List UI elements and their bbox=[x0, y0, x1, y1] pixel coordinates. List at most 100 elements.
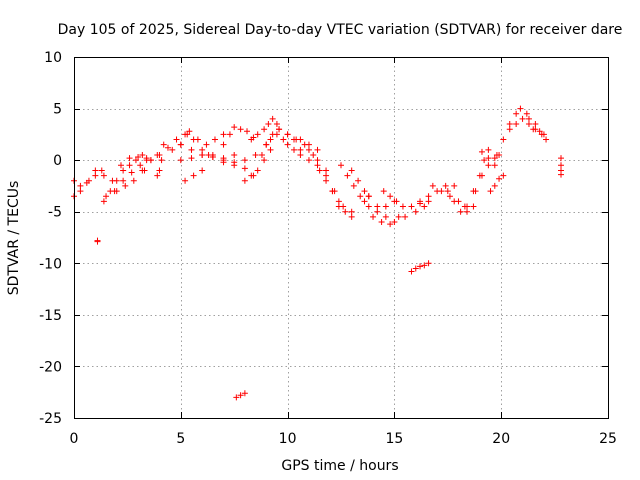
data-point bbox=[491, 182, 498, 189]
data-point bbox=[513, 121, 520, 128]
data-point bbox=[525, 115, 532, 122]
data-point bbox=[305, 141, 312, 148]
data-point bbox=[237, 126, 244, 133]
series-track-39 bbox=[506, 115, 539, 133]
data-point bbox=[323, 167, 330, 174]
data-point bbox=[513, 110, 520, 117]
data-point bbox=[496, 175, 503, 182]
data-point bbox=[241, 390, 248, 397]
data-point bbox=[517, 105, 524, 112]
data-point bbox=[361, 198, 368, 205]
data-point bbox=[77, 182, 84, 189]
data-point bbox=[297, 146, 304, 153]
data-point bbox=[226, 131, 233, 138]
data-point bbox=[402, 213, 409, 220]
data-point bbox=[254, 131, 261, 138]
series-track-6 bbox=[141, 136, 180, 174]
data-point bbox=[344, 172, 351, 179]
data-point bbox=[558, 171, 565, 178]
data-point bbox=[135, 154, 142, 161]
data-point bbox=[314, 157, 321, 164]
series-track-34 bbox=[464, 146, 492, 210]
y-tick-label: -10 bbox=[39, 256, 62, 272]
data-point bbox=[543, 136, 550, 143]
data-point bbox=[203, 141, 210, 148]
data-point bbox=[92, 172, 99, 179]
data-point bbox=[261, 126, 268, 133]
data-point bbox=[263, 141, 270, 148]
data-point bbox=[98, 167, 105, 174]
data-point bbox=[395, 213, 402, 220]
data-point bbox=[478, 172, 485, 179]
x-tick-label: 15 bbox=[385, 431, 403, 447]
data-point bbox=[139, 151, 146, 158]
data-point bbox=[348, 167, 355, 174]
data-point bbox=[164, 144, 171, 151]
data-point bbox=[177, 141, 184, 148]
data-point bbox=[269, 115, 276, 122]
data-point bbox=[464, 208, 471, 215]
data-point bbox=[387, 193, 394, 200]
data-point bbox=[399, 203, 406, 210]
data-point bbox=[365, 193, 372, 200]
data-point bbox=[141, 167, 148, 174]
data-point bbox=[252, 151, 259, 158]
data-point bbox=[323, 172, 330, 179]
data-point bbox=[103, 193, 110, 200]
data-point bbox=[457, 208, 464, 215]
data-point bbox=[350, 182, 357, 189]
y-tick-label: -25 bbox=[39, 411, 62, 427]
x-tick-label: 5 bbox=[176, 431, 185, 447]
data-point bbox=[241, 177, 248, 184]
plot-frame bbox=[74, 57, 609, 419]
data-point bbox=[485, 162, 492, 169]
data-point bbox=[365, 203, 372, 210]
data-point bbox=[442, 182, 449, 189]
data-point bbox=[446, 193, 453, 200]
data-point bbox=[487, 188, 494, 195]
data-point bbox=[323, 177, 330, 184]
series-track-20 bbox=[284, 141, 321, 169]
series-track-29 bbox=[380, 188, 400, 205]
data-point bbox=[297, 136, 304, 143]
data-point bbox=[525, 121, 532, 128]
data-point bbox=[438, 188, 445, 195]
data-point bbox=[316, 167, 323, 174]
data-points bbox=[71, 105, 565, 401]
data-point bbox=[382, 213, 389, 220]
data-point bbox=[305, 146, 312, 153]
data-point bbox=[154, 172, 161, 179]
data-point bbox=[310, 151, 317, 158]
data-point bbox=[348, 208, 355, 215]
x-axis-label: GPS time / hours bbox=[281, 458, 398, 474]
data-point bbox=[421, 203, 428, 210]
series-track-26 bbox=[365, 193, 428, 226]
data-point bbox=[220, 159, 227, 166]
series-track-23 bbox=[316, 167, 355, 220]
series-track-7 bbox=[154, 157, 165, 179]
data-point bbox=[417, 263, 424, 270]
data-point bbox=[374, 203, 381, 210]
data-point bbox=[284, 141, 291, 148]
grid-lines bbox=[74, 57, 608, 418]
data-point bbox=[464, 203, 471, 210]
data-point bbox=[532, 121, 539, 128]
data-point bbox=[188, 155, 195, 162]
data-point bbox=[199, 167, 206, 174]
data-point bbox=[506, 126, 513, 133]
series-track-38 bbox=[493, 105, 530, 158]
data-point bbox=[267, 146, 274, 153]
data-point bbox=[126, 162, 133, 169]
data-point bbox=[231, 124, 238, 131]
data-point bbox=[491, 155, 498, 162]
data-point bbox=[500, 172, 507, 179]
data-point bbox=[485, 146, 492, 153]
data-point bbox=[261, 157, 268, 164]
data-point bbox=[220, 131, 227, 138]
series-track-11 bbox=[177, 151, 259, 166]
data-point bbox=[530, 126, 537, 133]
data-point bbox=[120, 167, 127, 174]
x-tick-label: 0 bbox=[70, 431, 79, 447]
data-point bbox=[425, 198, 432, 205]
